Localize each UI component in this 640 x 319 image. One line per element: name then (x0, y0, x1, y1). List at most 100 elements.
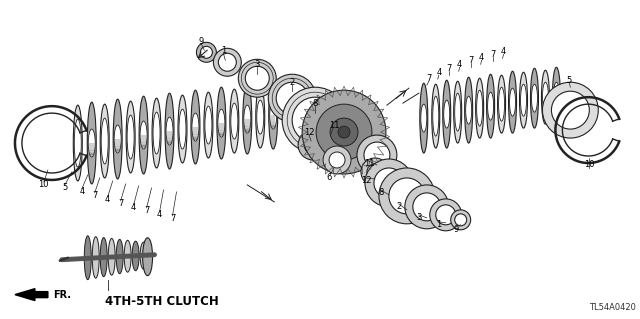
Ellipse shape (520, 84, 527, 116)
Ellipse shape (465, 77, 473, 143)
Ellipse shape (231, 103, 238, 139)
Circle shape (436, 205, 456, 225)
Circle shape (389, 178, 425, 214)
Text: 11: 11 (364, 160, 374, 168)
Ellipse shape (488, 92, 493, 120)
Ellipse shape (165, 93, 174, 169)
Text: 10: 10 (584, 160, 595, 169)
Circle shape (268, 74, 316, 122)
Ellipse shape (127, 115, 134, 159)
Text: 10: 10 (38, 181, 48, 189)
Circle shape (413, 193, 441, 221)
Circle shape (329, 152, 345, 168)
Ellipse shape (101, 118, 108, 164)
Ellipse shape (433, 96, 439, 136)
Text: 4: 4 (436, 68, 442, 77)
Text: 2: 2 (289, 78, 295, 87)
Text: 4: 4 (131, 203, 136, 212)
Text: FR.: FR. (53, 290, 71, 300)
Ellipse shape (520, 72, 527, 128)
Ellipse shape (421, 104, 427, 132)
Text: 6: 6 (326, 174, 332, 182)
Ellipse shape (256, 86, 265, 148)
Text: 4: 4 (79, 187, 84, 197)
Ellipse shape (140, 242, 147, 269)
Circle shape (451, 210, 470, 230)
Ellipse shape (116, 239, 123, 274)
Circle shape (454, 214, 467, 226)
Ellipse shape (244, 105, 251, 133)
Ellipse shape (126, 101, 135, 173)
Ellipse shape (443, 80, 451, 148)
Circle shape (213, 48, 241, 76)
Circle shape (357, 135, 397, 175)
Text: 8: 8 (312, 99, 318, 108)
Circle shape (361, 158, 389, 186)
Text: 1: 1 (221, 46, 226, 55)
Text: 9: 9 (453, 225, 458, 234)
Ellipse shape (84, 236, 92, 280)
Ellipse shape (509, 88, 516, 116)
Text: 11: 11 (329, 121, 339, 130)
Ellipse shape (541, 70, 549, 124)
Ellipse shape (552, 67, 561, 125)
Ellipse shape (140, 121, 147, 149)
Ellipse shape (444, 100, 450, 128)
Circle shape (367, 164, 383, 180)
Ellipse shape (476, 78, 484, 138)
Ellipse shape (257, 100, 264, 134)
Ellipse shape (205, 106, 212, 144)
Circle shape (543, 82, 598, 138)
Circle shape (276, 82, 308, 114)
Text: 4: 4 (157, 210, 162, 219)
Ellipse shape (543, 82, 548, 112)
Ellipse shape (108, 239, 115, 275)
Circle shape (309, 118, 349, 158)
Ellipse shape (74, 119, 81, 167)
Text: 7: 7 (426, 74, 431, 83)
Text: 7: 7 (446, 64, 451, 73)
Circle shape (430, 199, 461, 231)
Circle shape (552, 91, 589, 129)
Text: 3: 3 (255, 60, 260, 69)
Ellipse shape (477, 90, 483, 126)
Text: 7: 7 (490, 50, 495, 59)
Circle shape (298, 130, 328, 160)
Circle shape (238, 59, 276, 97)
Text: 4: 4 (479, 53, 484, 62)
Text: 1: 1 (436, 220, 442, 229)
Circle shape (282, 87, 348, 153)
Ellipse shape (74, 105, 83, 181)
Ellipse shape (113, 99, 122, 179)
Text: 12: 12 (361, 176, 371, 185)
Text: 4TH-5TH CLUTCH: 4TH-5TH CLUTCH (105, 295, 218, 308)
Ellipse shape (192, 113, 199, 141)
Text: 4: 4 (457, 60, 462, 69)
Circle shape (365, 159, 413, 207)
Ellipse shape (124, 240, 131, 272)
Text: 7: 7 (170, 214, 175, 223)
Circle shape (379, 168, 435, 224)
Polygon shape (15, 289, 48, 300)
Text: 4: 4 (105, 195, 110, 204)
Circle shape (330, 118, 358, 146)
Circle shape (218, 53, 236, 71)
Circle shape (200, 46, 212, 58)
Ellipse shape (269, 81, 278, 149)
Ellipse shape (454, 93, 461, 131)
Circle shape (364, 142, 390, 168)
Ellipse shape (166, 117, 173, 145)
Ellipse shape (100, 238, 107, 277)
Ellipse shape (152, 98, 161, 168)
Text: 7: 7 (144, 206, 149, 215)
Circle shape (304, 136, 322, 154)
Ellipse shape (269, 101, 276, 129)
Circle shape (323, 146, 351, 174)
Ellipse shape (218, 109, 225, 137)
Circle shape (374, 168, 404, 198)
Circle shape (405, 185, 449, 229)
Ellipse shape (204, 92, 213, 158)
Circle shape (338, 126, 350, 138)
Text: TL54A0420: TL54A0420 (589, 303, 636, 312)
Ellipse shape (499, 87, 504, 121)
